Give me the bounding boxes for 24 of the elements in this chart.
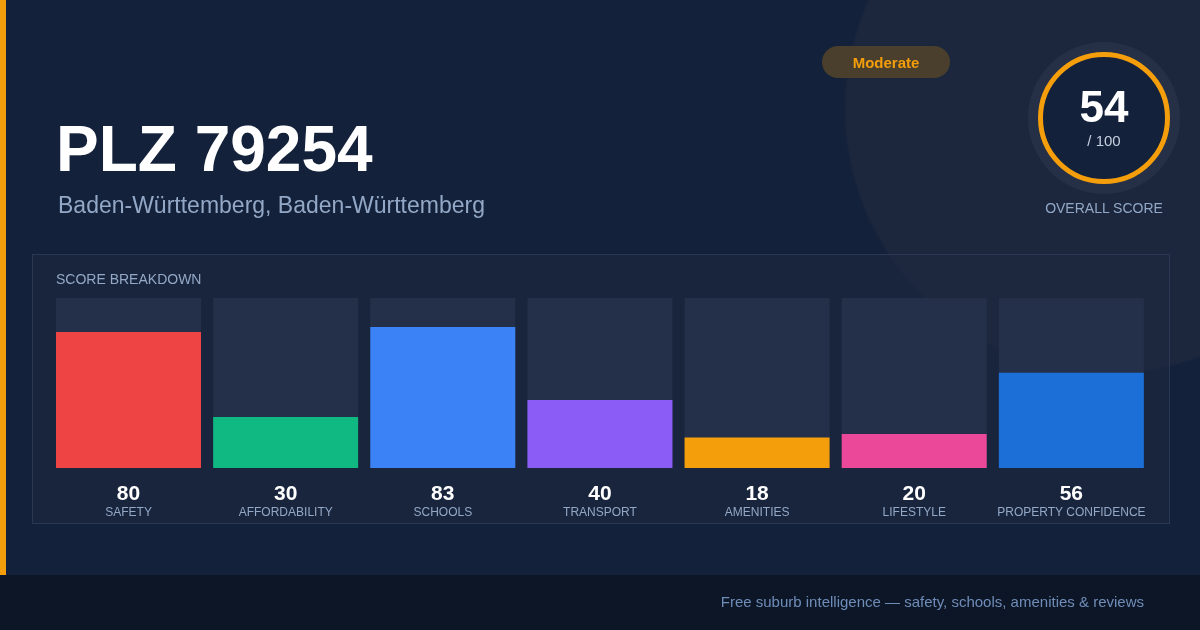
x-tick-label: AFFORDABILITY	[238, 505, 333, 519]
data-label: 80	[116, 481, 141, 504]
bar	[841, 434, 987, 468]
x-axis-title: SCORE BREAKDOWN	[56, 271, 202, 287]
bar	[684, 437, 830, 468]
data-label: 56	[1059, 481, 1084, 504]
chart-title: PLZ 79254	[56, 112, 373, 186]
data-label: 40	[588, 481, 612, 504]
text: / 100	[1086, 132, 1122, 149]
x-tick-label: LIFESTYLE	[882, 505, 946, 519]
data-label: 20	[902, 481, 926, 504]
chart-subtitle: Baden-Württemberg, Baden-Württemberg	[58, 192, 485, 219]
data-label: 83	[431, 481, 455, 504]
x-tick-label: TRANSPORT	[563, 505, 638, 519]
text: Moderate	[822, 46, 950, 78]
x-tick-label: SAFETY	[105, 505, 152, 519]
x-tick-label: AMENITIES	[724, 505, 790, 519]
text: 54	[1078, 82, 1130, 132]
x-tick-label: PROPERTY CONFIDENCE	[997, 505, 1146, 519]
text: Free suburb intelligence — safety, schools, amenities & reviews	[720, 593, 1144, 610]
data-label: 30	[273, 481, 298, 504]
text: OVERALL SCORE	[1044, 200, 1164, 216]
data-label: 18	[745, 481, 770, 504]
x-tick-label: SCHOOLS	[413, 505, 473, 519]
